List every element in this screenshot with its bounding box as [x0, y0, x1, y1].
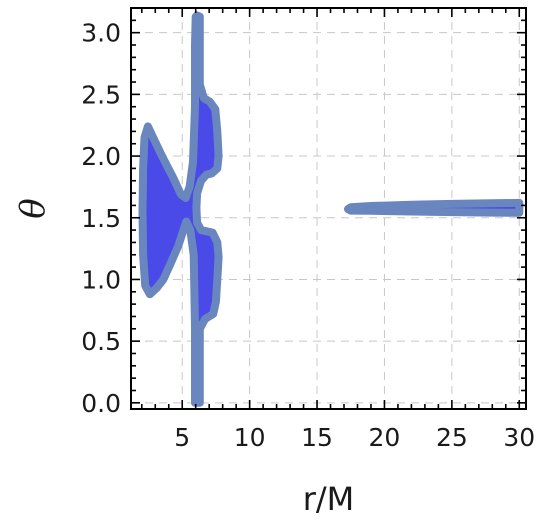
x-tick-label: 30 [503, 423, 535, 452]
y-tick-label: 3.0 [81, 19, 121, 48]
x-tick-label: 25 [436, 423, 468, 452]
x-tick-label: 5 [174, 423, 190, 452]
region-1 [138, 11, 223, 407]
x-tick-label: 15 [301, 423, 333, 452]
tick-layer: 5 10 15 20 25 30 0.0 0.5 1.0 1.5 2.0 2.5 3.0 [81, 7, 535, 452]
y-tick-label: 0.5 [81, 327, 121, 356]
y-tick-label: 2.0 [81, 142, 121, 171]
y-axis-label: θ [13, 198, 53, 218]
plot-frame [130, 7, 527, 410]
y-tick-label: 2.5 [81, 80, 121, 109]
y-tick-label: 1.0 [81, 265, 121, 294]
y-tick-label: 1.5 [81, 204, 121, 233]
region-layer [138, 11, 524, 407]
region-2 [344, 198, 524, 217]
x-axis-label: r/M [303, 480, 355, 518]
x-tick-label: 20 [369, 423, 401, 452]
x-tick-label: 10 [234, 423, 266, 452]
y-tick-label: 0.0 [81, 389, 121, 418]
